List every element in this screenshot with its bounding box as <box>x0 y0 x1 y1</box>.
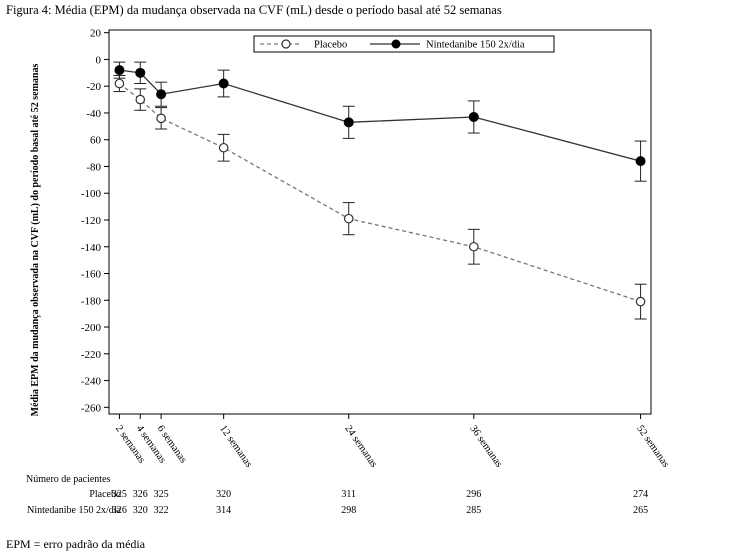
x-tick-label: 36 semanas <box>467 423 504 469</box>
data-point-placebo <box>135 94 146 105</box>
data-point-placebo <box>343 213 354 224</box>
patients-count: 285 <box>466 505 482 516</box>
y-tick-label: -40 <box>86 108 101 120</box>
patients-count: 325 <box>153 489 169 500</box>
y-axis: 20 0 -20 -40 60 -80 -100 -120 -140 -160 -180 -200 -2… <box>81 28 109 414</box>
plot-border <box>108 29 652 415</box>
legend-marker-nintedanibe <box>391 39 401 49</box>
data-point-nintedanibe <box>343 117 354 128</box>
patients-count: 320 <box>216 489 232 500</box>
footnote: EPM = erro padrão da média <box>6 537 146 551</box>
legend-marker-placebo <box>281 39 291 49</box>
y-tick-label: -260 <box>81 402 102 414</box>
y-tick-label: -100 <box>81 188 102 200</box>
y-tick-label: -20 <box>86 81 101 93</box>
patients-row-label: Placebo <box>89 489 121 500</box>
y-tick-label: -200 <box>81 322 102 334</box>
patients-count: 326 <box>111 505 127 516</box>
data-point-nintedanibe <box>635 156 646 167</box>
y-axis-label: Média EPM da mudança observada na CVF (m… <box>30 64 41 417</box>
y-tick-label: -140 <box>81 242 102 254</box>
x-tick-label: 24 semanas <box>342 423 379 469</box>
series-line-placebo <box>119 83 641 303</box>
data-point-nintedanibe <box>468 111 479 122</box>
data-point-nintedanibe <box>135 67 146 78</box>
data-point-nintedanibe <box>218 78 229 89</box>
x-tick-label: 12 semanas <box>217 423 254 469</box>
figure-caption: Figura 4: Média (EPM) da mudança observa… <box>6 3 502 17</box>
plot-frame <box>108 29 652 415</box>
data-point-placebo <box>156 113 166 124</box>
patients-row-label: Nintedanibe 150 2x/dia <box>27 505 121 516</box>
patients-count: 325 <box>111 489 127 500</box>
legend-label-nintedanibe: Nintedanibe 150 2x/dia <box>426 40 525 51</box>
data-point-placebo <box>469 241 479 252</box>
patients-count: 274 <box>633 489 649 500</box>
legend: Placebo Nintedanibe 150 2x/dia <box>253 35 555 53</box>
patients-count: 298 <box>341 505 357 516</box>
patients-count: 326 <box>132 489 148 500</box>
data-point-placebo <box>635 296 646 307</box>
patients-table-title: Número de pacientes <box>26 474 111 485</box>
line-chart: 20 0 -20 -40 60 -80 -100 -120 -140 -160 -180 -200 -2… <box>30 28 671 470</box>
data-point-nintedanibe <box>156 89 167 100</box>
patients-count: 311 <box>341 489 357 500</box>
data-point-placebo <box>218 142 229 153</box>
series-line-nintedanibe <box>119 69 641 162</box>
y-tick-label: 20 <box>90 28 102 40</box>
y-tick-label: 60 <box>90 135 102 147</box>
x-tick-label: 52 semanas <box>634 423 671 469</box>
patients-count: 265 <box>633 505 649 516</box>
y-tick-label: -240 <box>81 376 102 388</box>
patients-count: 320 <box>132 505 148 516</box>
patients-count: 314 <box>216 505 232 516</box>
legend-label-placebo: Placebo <box>314 40 347 51</box>
data-point-nintedanibe <box>114 65 125 76</box>
y-tick-label: -180 <box>81 295 102 307</box>
y-tick-label: -220 <box>81 349 102 361</box>
y-tick-label: -120 <box>81 215 102 227</box>
patients-count: 322 <box>153 505 169 516</box>
y-tick-label: 0 <box>96 54 102 66</box>
series-group <box>113 61 647 320</box>
data-point-placebo <box>114 78 125 89</box>
y-tick-label: -80 <box>86 161 101 173</box>
y-tick-label: -160 <box>81 269 102 281</box>
patients-count: 296 <box>466 489 482 500</box>
